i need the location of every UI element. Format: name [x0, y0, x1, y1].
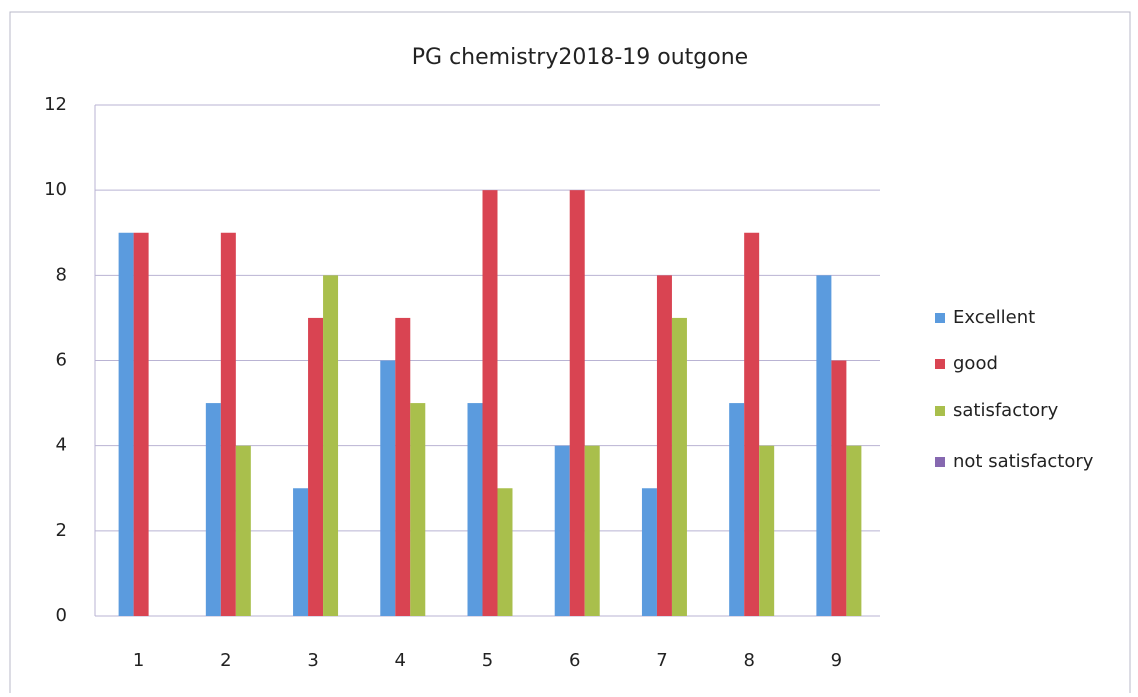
y-tick-label: 0 — [56, 605, 67, 626]
bar — [816, 275, 832, 616]
bar — [380, 360, 396, 616]
bar — [759, 445, 775, 616]
bar — [395, 317, 411, 616]
y-tick-label: 12 — [44, 94, 67, 115]
legend-label: Excellent — [953, 307, 1035, 328]
x-tick-label: 2 — [220, 650, 231, 671]
legend-swatch — [935, 457, 945, 467]
bar — [584, 445, 600, 616]
bar — [656, 275, 672, 616]
bar — [410, 403, 426, 616]
bar — [497, 488, 513, 616]
y-tick-label: 10 — [44, 179, 67, 200]
x-tick-label: 9 — [831, 650, 842, 671]
x-tick-label: 8 — [743, 650, 754, 671]
chart-title: PG chemistry2018-19 outgone — [412, 45, 748, 70]
legend-swatch — [935, 313, 945, 323]
bar — [482, 190, 498, 616]
y-tick-label: 4 — [56, 435, 67, 456]
legend-label: not satisfactory — [953, 451, 1094, 472]
x-tick-label: 7 — [656, 650, 667, 671]
x-tick-label: 1 — [133, 650, 144, 671]
bar — [641, 488, 657, 616]
bar — [235, 445, 251, 616]
bar — [671, 317, 687, 616]
bar — [323, 275, 339, 616]
bar — [569, 190, 585, 616]
x-tick-label: 6 — [569, 650, 580, 671]
bar — [846, 445, 862, 616]
legend-swatch — [935, 359, 945, 369]
bar — [220, 232, 236, 616]
y-tick-label: 2 — [56, 520, 67, 541]
legend-swatch — [935, 406, 945, 416]
bar — [554, 445, 570, 616]
legend-label: good — [953, 353, 998, 374]
bar — [467, 403, 483, 616]
bar — [308, 317, 324, 616]
bar — [744, 232, 760, 616]
y-tick-label: 6 — [56, 350, 67, 371]
bar — [831, 360, 847, 616]
y-tick-label: 8 — [56, 264, 67, 285]
legend-label: satisfactory — [953, 400, 1059, 421]
bar — [118, 232, 134, 616]
bar — [205, 403, 221, 616]
x-tick-label: 5 — [482, 650, 493, 671]
x-tick-label: 3 — [307, 650, 318, 671]
bar — [293, 488, 309, 616]
bar — [133, 232, 149, 616]
bar — [729, 403, 745, 616]
x-tick-label: 4 — [395, 650, 406, 671]
